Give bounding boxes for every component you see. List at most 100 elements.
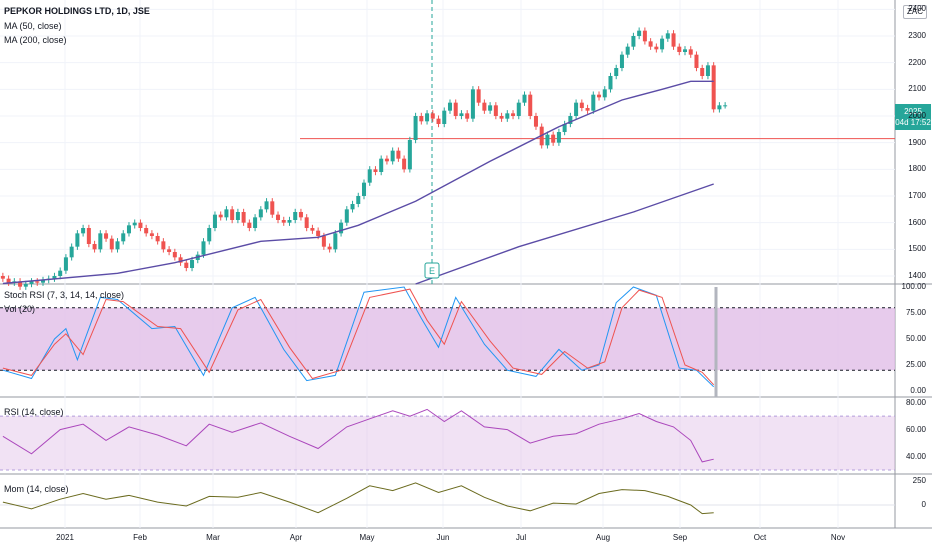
candle-body — [167, 249, 172, 252]
candle-body — [18, 281, 23, 287]
stoch-axis-tick: 0.00 — [910, 386, 926, 395]
candle-body — [218, 214, 223, 218]
candle-body — [488, 105, 493, 111]
candle-body — [321, 236, 326, 247]
candle-body — [98, 233, 103, 250]
time-axis-tick: Sep — [672, 533, 688, 542]
candle-body — [499, 116, 504, 119]
candle-body — [688, 49, 693, 55]
candle-body — [224, 209, 229, 218]
candle-body — [230, 209, 235, 220]
vol-legend[interactable]: Vol (20) — [4, 304, 36, 314]
candle-body — [413, 116, 418, 140]
time-axis-tick: Aug — [595, 533, 611, 542]
candle-body — [201, 241, 206, 255]
candle-body — [333, 233, 338, 250]
price-axis-tick: 1400 — [908, 271, 926, 280]
stoch-axis-tick: 75.00 — [905, 308, 926, 317]
candle-body — [528, 94, 533, 116]
candle-body — [287, 220, 292, 223]
candle-body — [465, 113, 470, 119]
candle-body — [258, 209, 263, 218]
candle-body — [717, 105, 722, 110]
candle-body — [447, 102, 452, 111]
symbol-title[interactable]: PEPKOR HOLDINGS LTD, 1D, JSE — [4, 6, 150, 16]
candle-body — [711, 65, 716, 110]
price-axis-tick: 2400 — [908, 4, 926, 14]
candle-body — [493, 105, 498, 116]
stoch-legend[interactable]: Stoch RSI (7, 3, 14, 14, close) — [4, 290, 125, 300]
time-axis-tick: Apr — [289, 533, 303, 542]
earnings-marker-box — [424, 262, 440, 279]
candle-body — [23, 284, 28, 287]
currency-badge[interactable]: ZAC — [903, 5, 927, 19]
candle-body — [505, 113, 510, 119]
ma200-line — [415, 183, 714, 285]
candle-body — [344, 209, 349, 223]
candle-body — [109, 238, 114, 250]
rsi-legend[interactable]: RSI (14, close) — [4, 407, 64, 417]
candle-body — [0, 276, 5, 279]
candle-body — [69, 246, 74, 258]
candle-body — [436, 118, 441, 124]
time-axis-tick: Feb — [133, 533, 147, 542]
candle-body — [591, 94, 596, 111]
price-axis-tick: 2000 — [908, 111, 926, 120]
candle-body — [172, 252, 177, 258]
candle-body — [373, 169, 378, 172]
rsi-axis-tick: 40.00 — [905, 451, 926, 461]
candle-body — [396, 150, 401, 159]
momentum-line — [2, 482, 714, 515]
candle-body — [190, 260, 195, 268]
candle-body — [298, 212, 303, 218]
candle-body — [361, 182, 367, 196]
candle-body — [671, 33, 676, 47]
ma200-legend[interactable]: MA (200, close) — [4, 35, 67, 45]
candle-body — [207, 228, 212, 242]
time-axis-tick: Jul — [515, 533, 527, 542]
candle-body — [419, 116, 424, 122]
candle-body — [281, 220, 286, 223]
candle-body — [126, 225, 131, 234]
candle-body — [562, 124, 567, 132]
ma50-line — [2, 80, 714, 285]
earnings-marker[interactable]: E — [424, 262, 440, 279]
candle-body — [402, 158, 407, 170]
candle-body — [522, 94, 527, 103]
candle-body — [339, 222, 344, 234]
candle-body — [149, 233, 154, 236]
stoch-k-line — [2, 286, 715, 388]
candle-body — [511, 113, 516, 116]
ma50-legend[interactable]: MA (50, close) — [4, 21, 62, 31]
candle-body — [694, 54, 699, 68]
candle-body — [356, 196, 361, 204]
candle-body — [115, 241, 120, 250]
candle-body — [86, 228, 91, 244]
candle-body — [677, 46, 682, 52]
candle-body — [476, 89, 481, 103]
candle-body — [58, 270, 63, 276]
stoch-axis-tick: 25.00 — [905, 360, 926, 369]
candle-body — [104, 233, 109, 239]
time-axis-tick: 2021 — [56, 533, 74, 542]
candle-body — [637, 30, 642, 36]
candle-body — [390, 150, 395, 162]
candle-body — [35, 281, 40, 283]
candle-body — [654, 46, 659, 50]
stoch-axis-tick: 100.00 — [901, 282, 926, 291]
price-axis-tick: 1600 — [908, 217, 926, 227]
price-axis-tick: 2200 — [908, 57, 926, 67]
rsi-axis-tick: 60.00 — [905, 424, 926, 434]
price-axis-tick: 1700 — [908, 191, 926, 200]
last-price-countdown: 04d 17:52 — [895, 118, 931, 127]
candle-body — [568, 116, 573, 124]
mom-legend[interactable]: Mom (14, close) — [4, 484, 69, 494]
rsi-axis-tick: 80.00 — [905, 397, 926, 407]
candle-body — [425, 113, 430, 122]
candle-body — [482, 102, 487, 111]
rsi-band — [0, 416, 895, 470]
price-axis-tick: 2300 — [908, 31, 926, 40]
candle-body — [545, 134, 550, 146]
